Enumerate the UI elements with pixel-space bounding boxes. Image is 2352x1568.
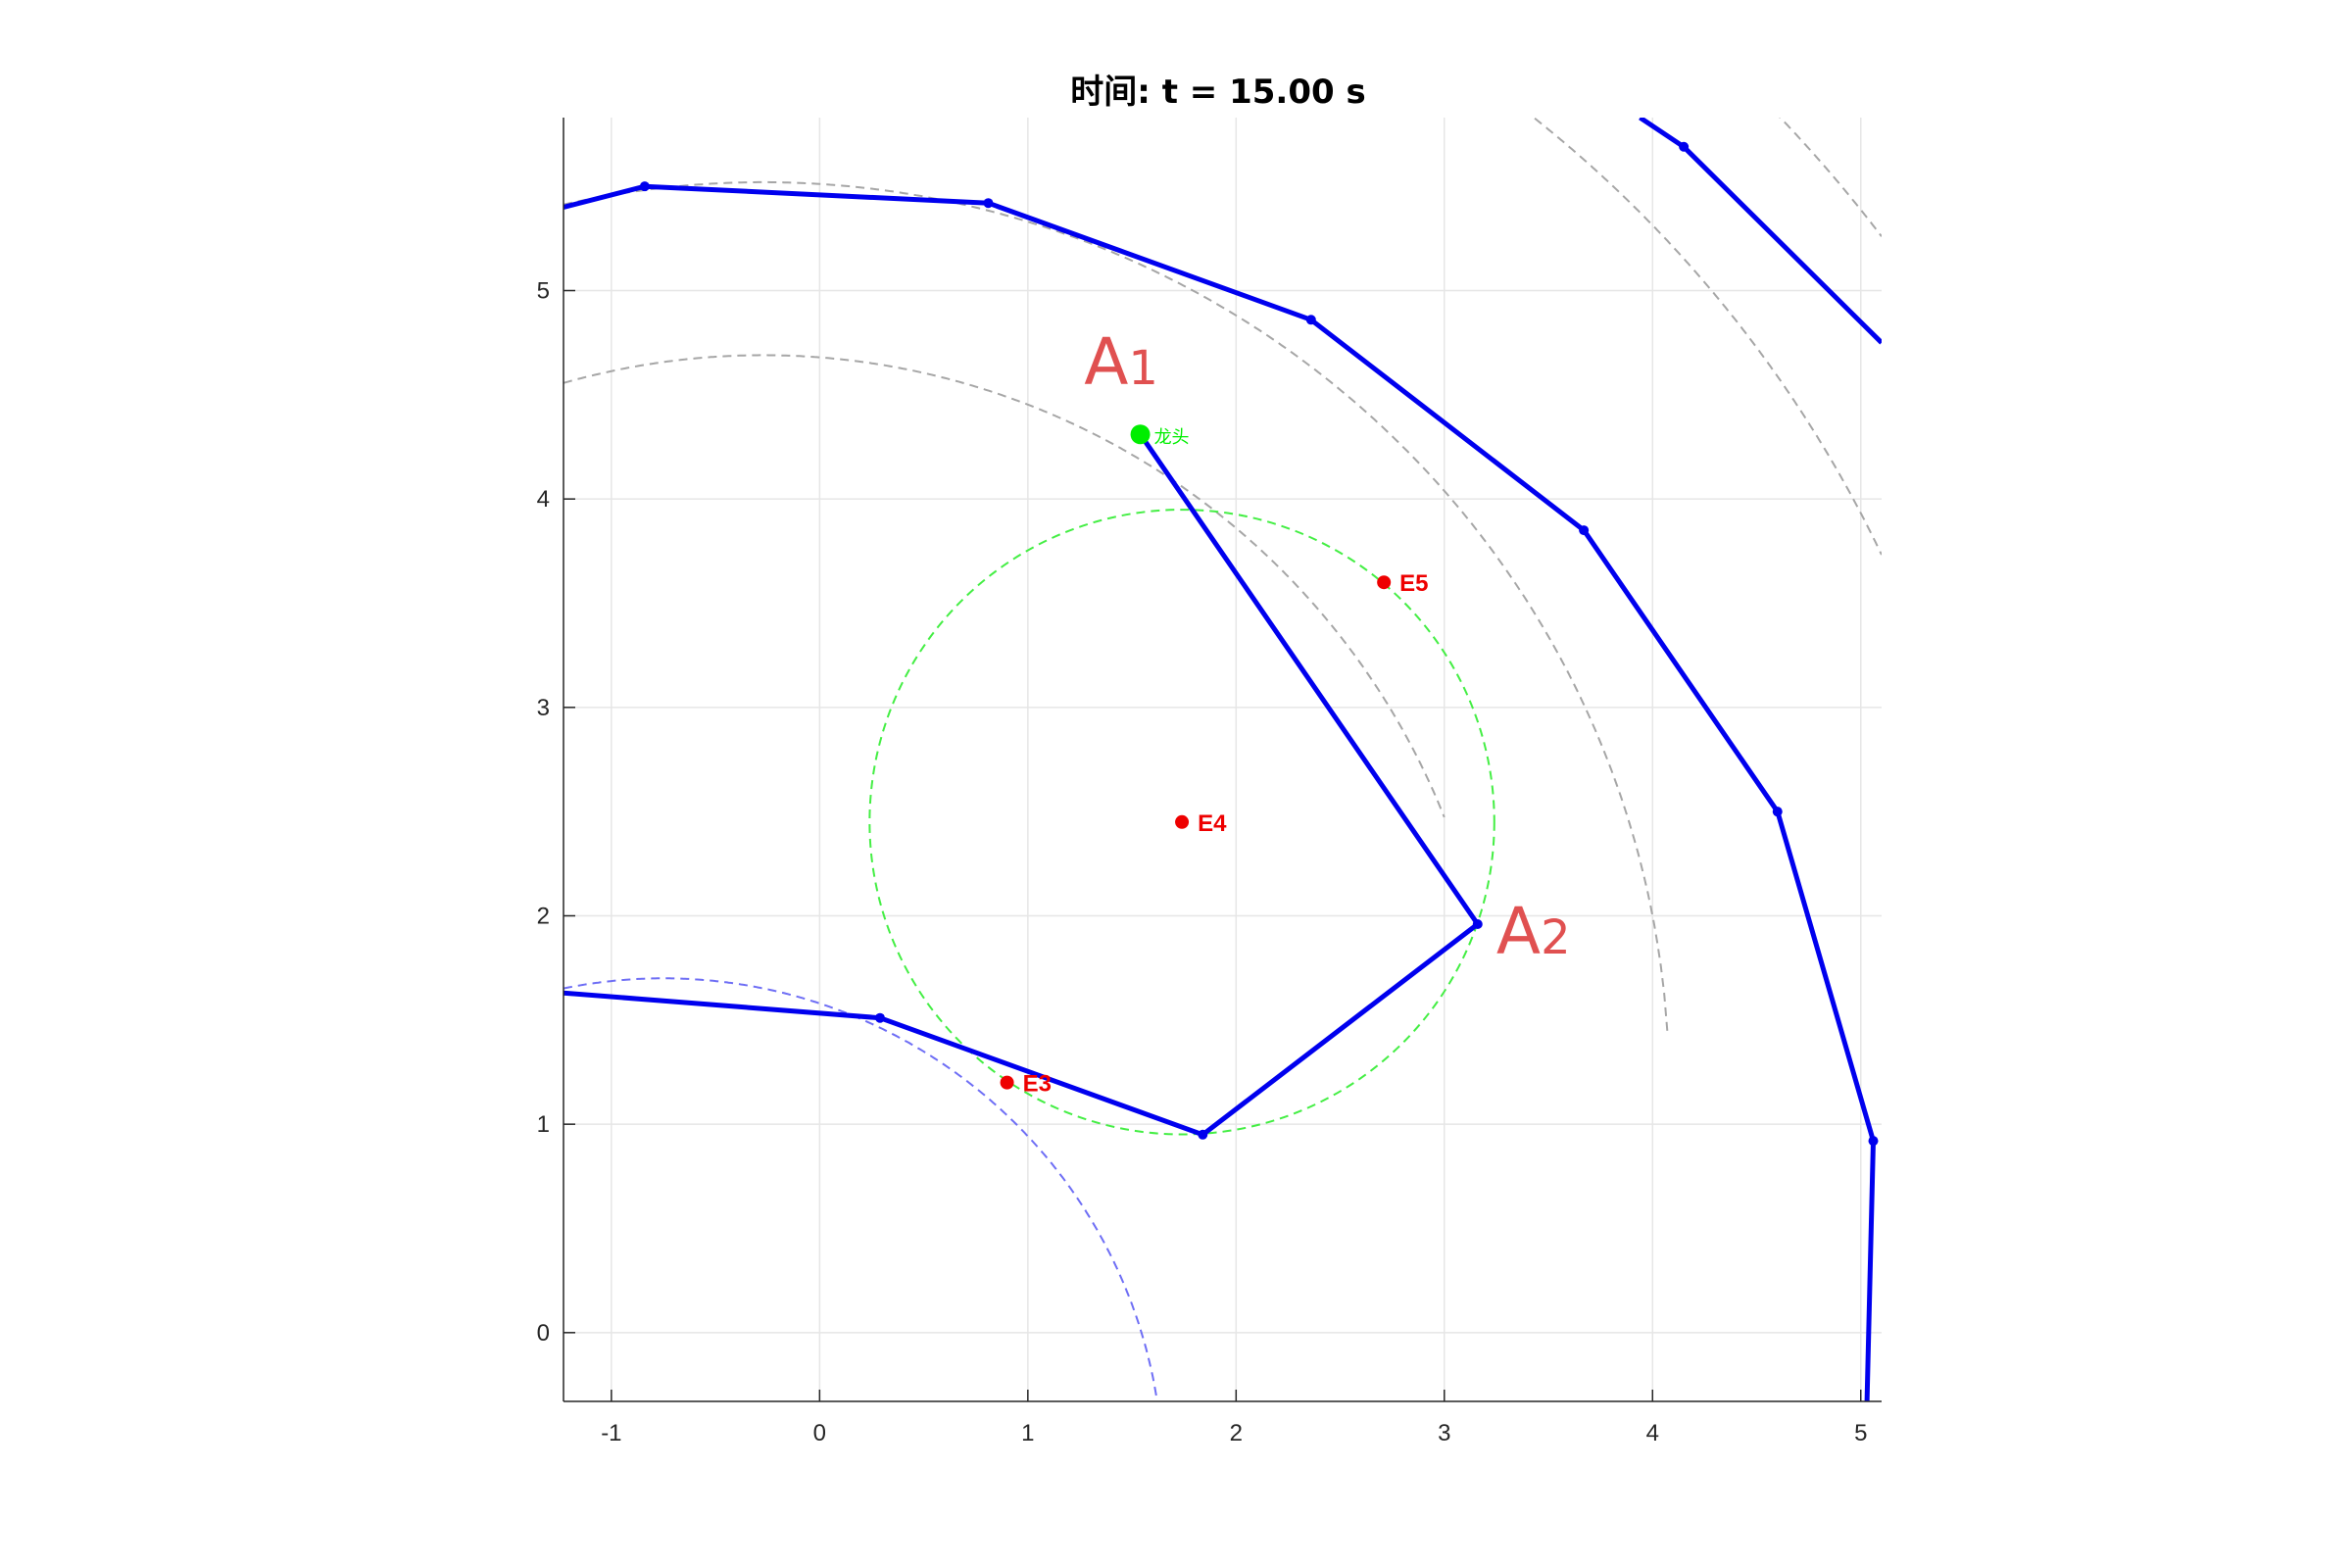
axes <box>563 118 1882 1402</box>
tick-labels: -1 0 1 2 3 4 5 0 1 2 3 4 5 <box>537 278 1868 1446</box>
turning-circle <box>868 509 1495 1136</box>
chain-joint <box>1579 525 1590 536</box>
event-point-label: E4 <box>1198 810 1227 837</box>
y-tick-label: 0 <box>537 1320 550 1347</box>
y-tick-label: 4 <box>537 486 550 513</box>
blue-dashed-arc <box>564 977 1158 1401</box>
gray-dashed-arc <box>564 354 1446 818</box>
head-label: 龙头 <box>1154 427 1190 448</box>
chain-joint <box>1472 919 1483 930</box>
head-point <box>1130 424 1151 445</box>
gray-dashed-arc <box>564 180 1669 1032</box>
chart-title: 时间: t = 15.00 s <box>1070 73 1365 112</box>
x-tick-label: 1 <box>1021 1420 1034 1446</box>
chain-series <box>564 118 1882 1401</box>
guide-arcs <box>564 118 1882 1401</box>
event-point <box>1377 575 1392 590</box>
chain-joint <box>983 198 994 209</box>
chain-joint <box>1679 141 1690 152</box>
event-point-label: E3 <box>1023 1071 1052 1098</box>
y-tick-label: 5 <box>537 278 550 305</box>
x-tick-label: -1 <box>601 1420 621 1446</box>
gray-dashed-arc <box>1779 118 1882 237</box>
y-tick-label: 2 <box>537 903 550 929</box>
chain-line-outer-chain <box>564 183 1876 1401</box>
event-point <box>1175 814 1190 829</box>
annotation-label: A2 <box>1496 894 1571 969</box>
chain-joint <box>1772 807 1783 817</box>
chain-joint <box>639 181 650 192</box>
y-tick-label: 1 <box>537 1111 550 1138</box>
x-tick-label: 5 <box>1854 1420 1867 1446</box>
event-point <box>1000 1075 1014 1090</box>
annotation-sub: 2 <box>1541 910 1571 965</box>
chain-joint <box>1305 315 1316 325</box>
chain-joint <box>1198 1129 1208 1140</box>
chain-joint <box>874 1012 885 1023</box>
annotation-main: A <box>1084 324 1128 400</box>
x-tick-label: 2 <box>1230 1420 1243 1446</box>
x-tick-label: 4 <box>1646 1420 1659 1446</box>
chain-joint <box>1868 1136 1879 1147</box>
annotation-sub: 1 <box>1128 341 1158 396</box>
annotation-main: A <box>1496 894 1541 969</box>
annotation-label: A1 <box>1084 324 1158 400</box>
y-tick-label: 3 <box>537 695 550 721</box>
gray-dashed-arc <box>1532 118 1882 556</box>
x-tick-label: 0 <box>813 1420 826 1446</box>
event-point-label: E5 <box>1399 570 1428 597</box>
event-points: E3 E4 E5 龙头 <box>1000 424 1429 1098</box>
grid-lines <box>564 118 1882 1401</box>
x-tick-label: 3 <box>1438 1420 1450 1446</box>
